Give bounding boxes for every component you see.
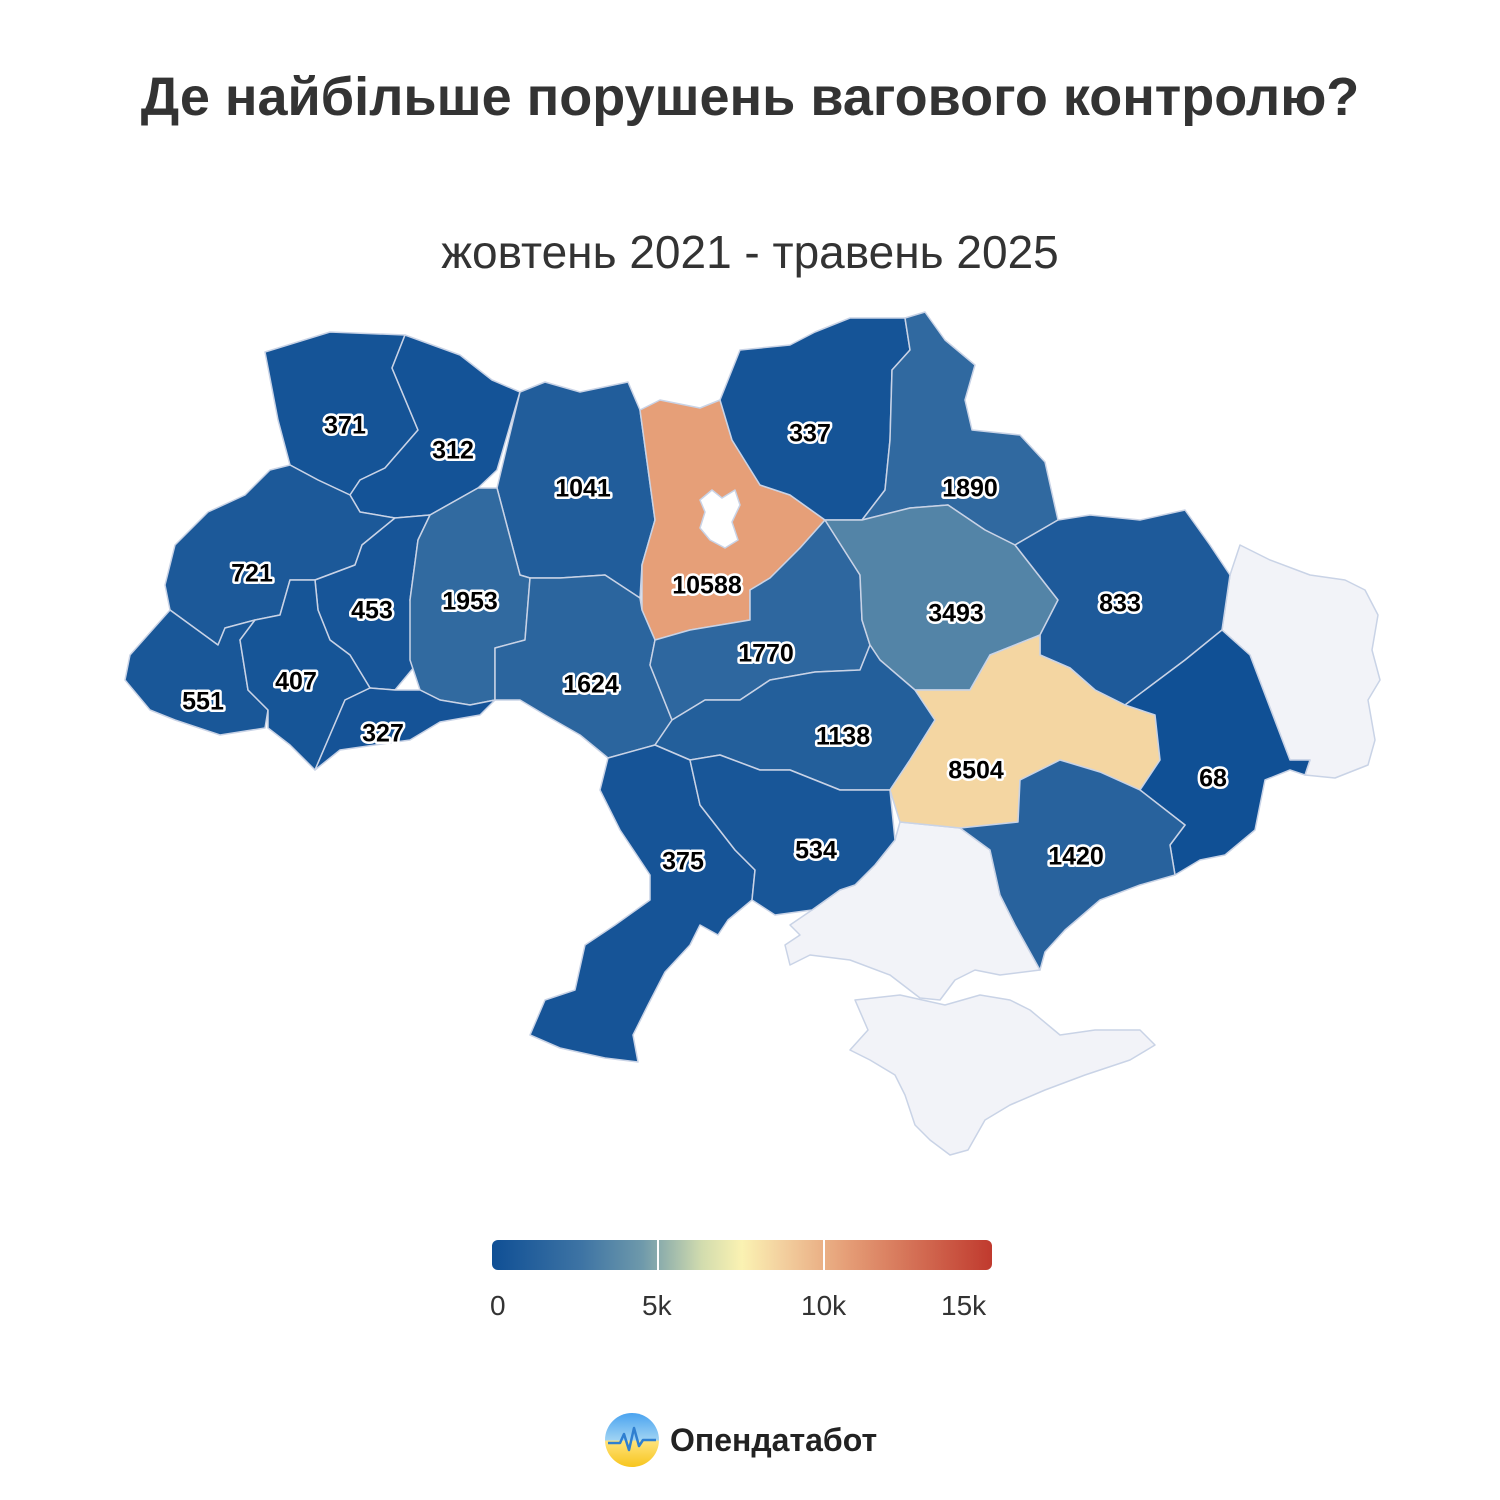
value-label-ternopil: 453: [351, 597, 393, 625]
value-label-khmelnytskyi: 1953: [442, 588, 498, 616]
color-legend: [492, 1240, 992, 1270]
region-no-data: [849, 994, 1156, 1156]
brand: Опендатабот: [604, 1412, 877, 1468]
value-label-dnipropetrovsk: 8504: [948, 757, 1004, 785]
legend-label-10k: 10k: [801, 1290, 847, 1321]
legend-tick-mark: [823, 1240, 825, 1270]
value-label-kyiv: 10588: [672, 572, 742, 600]
legend-label-15k: 15k: [941, 1290, 987, 1321]
value-label-cherkasy: 1770: [738, 640, 794, 668]
value-label-kirovohrad: 1138: [816, 723, 870, 751]
region-mykolaiv[interactable]: [689, 754, 896, 916]
value-label-lviv: 721: [231, 560, 273, 588]
value-label-mykolaiv: 534: [795, 837, 837, 865]
value-label-zakarpattia: 551: [182, 688, 224, 716]
value-label-zhytomyr: 1041: [555, 475, 611, 503]
legend-tick-mark: [657, 1240, 659, 1270]
value-label-poltava: 3493: [928, 600, 984, 628]
value-label-donetsk: 68: [1199, 765, 1227, 793]
region-kyiv-city: [699, 489, 741, 549]
region-zakarpattia[interactable]: [124, 609, 269, 736]
page-subtitle: жовтень 2021 - травень 2025: [441, 226, 1059, 278]
value-label-chernivtsi: 327: [362, 720, 404, 748]
value-label-kharkiv: 833: [1099, 590, 1141, 618]
region-zaporizhzhia[interactable]: [959, 759, 1186, 971]
region-chernivtsi[interactable]: [314, 687, 496, 771]
brand-name: Опендатабот: [670, 1421, 878, 1458]
value-label-zaporizhzhia: 1420: [1048, 843, 1104, 871]
value-label-volyn: 371: [324, 412, 366, 440]
value-label-rivne: 312: [432, 437, 474, 465]
legend-label-5k: 5k: [642, 1290, 672, 1321]
value-label-odesa: 375: [662, 848, 704, 876]
sun-chart-logo-icon: [605, 1413, 659, 1467]
value-label-vinnytsia: 1624: [563, 671, 619, 699]
legend-gradient-bar: [492, 1240, 992, 1270]
legend-label-0: 0: [490, 1290, 506, 1321]
value-label-sumy: 1890: [942, 475, 998, 503]
value-label-chernihiv: 337: [789, 420, 831, 448]
value-label-ivano-frankivsk: 407: [275, 668, 317, 696]
page-title: Де найбільше порушень вагового контролю?: [140, 67, 1360, 127]
